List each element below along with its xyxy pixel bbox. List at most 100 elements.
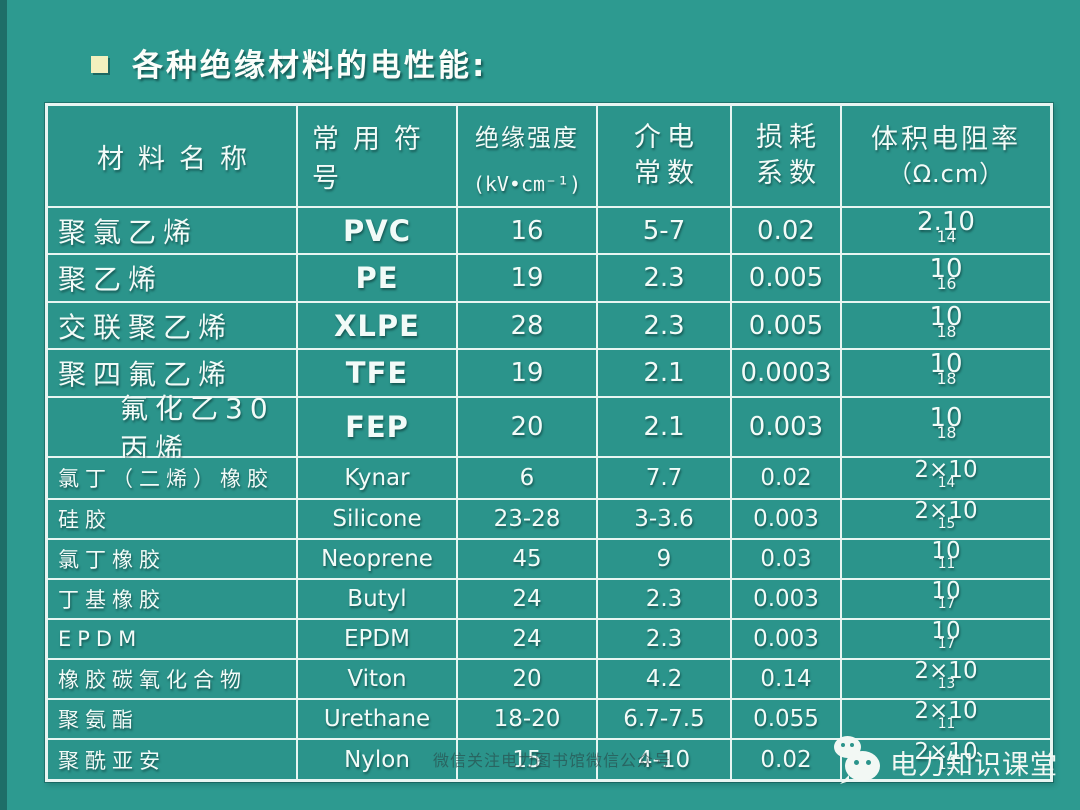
material-name-cell: 氯丁（二烯）橡胶 xyxy=(48,458,296,498)
strength-cell: 20 xyxy=(458,398,596,456)
material-name-cell: 交联聚乙烯 xyxy=(48,303,296,348)
loss-cell: 0.0003 xyxy=(732,350,840,396)
loss-cell: 0.003 xyxy=(732,500,840,538)
bullet-square-icon xyxy=(91,56,108,73)
page-title: 各种绝缘材料的电性能: xyxy=(132,48,488,84)
dielectric-cell: 2.1 xyxy=(598,398,730,456)
resistivity-cell: 10 11 xyxy=(842,538,1050,578)
header-material-name: 材料名称 xyxy=(48,106,296,206)
left-edge-stripe xyxy=(0,0,7,810)
symbol-cell: Nylon xyxy=(298,740,456,779)
symbol-cell: Viton xyxy=(298,660,456,698)
material-name-cell: 氯丁橡胶 xyxy=(48,540,296,578)
header-symbol: 常用符号 xyxy=(298,106,456,206)
material-name-cell: 氟化乙30丙烯 xyxy=(48,392,296,465)
material-name-cell: 聚四氟乙烯 xyxy=(48,350,296,396)
header-line2: （Ω.cm） xyxy=(887,160,1005,189)
watermark-brand-text: 电力知识课堂 xyxy=(890,750,1058,781)
symbol-cell: TFE xyxy=(298,350,456,396)
loss-cell: 0.003 xyxy=(732,580,840,618)
resistivity-cell: 2.10 14 xyxy=(842,207,1050,253)
material-name-cell: 聚氯乙烯 xyxy=(48,208,296,253)
wechat-bubble-large xyxy=(845,751,880,781)
material-name-cell: 聚乙烯 xyxy=(48,255,296,301)
header-dielectric-constant: 介电 常数 xyxy=(598,106,730,206)
watermark-brand: 电力知识课堂 xyxy=(834,735,1058,790)
loss-cell: 0.003 xyxy=(732,620,840,658)
loss-cell: 0.005 xyxy=(732,303,840,348)
header-line1: 体积电阻率 xyxy=(871,123,1021,155)
symbol-cell: Butyl xyxy=(298,580,456,618)
loss-cell: 0.02 xyxy=(732,458,840,498)
resistivity-cell: 10 16 xyxy=(842,254,1050,301)
loss-cell: 0.055 xyxy=(732,700,840,738)
strength-cell: 23-28 xyxy=(458,500,596,538)
loss-cell: 0.003 xyxy=(732,398,840,456)
dielectric-cell: 2.3 xyxy=(598,255,730,301)
header-line2: 常数 xyxy=(634,158,700,189)
symbol-cell: Kynar xyxy=(298,458,456,498)
loss-cell: 0.005 xyxy=(732,255,840,301)
strength-cell: 20 xyxy=(458,660,596,698)
dielectric-cell: 9 xyxy=(598,540,730,578)
wechat-bubble-tail xyxy=(840,775,849,784)
strength-cell: 45 xyxy=(458,540,596,578)
material-name-cell: 聚氨酯 xyxy=(48,700,296,738)
dielectric-cell: 5-7 xyxy=(598,208,730,253)
symbol-cell: FEP xyxy=(298,398,456,456)
loss-cell: 0.14 xyxy=(732,660,840,698)
strength-cell: 28 xyxy=(458,303,596,348)
header-line1: 常用符号 xyxy=(312,124,435,194)
header-line1: 介电 xyxy=(634,121,700,153)
strength-cell: 19 xyxy=(458,350,596,396)
symbol-cell: Silicone xyxy=(298,500,456,538)
symbol-cell: Urethane xyxy=(298,700,456,738)
header-line1: 绝缘强度 xyxy=(475,124,579,152)
loss-cell: 0.02 xyxy=(732,740,840,779)
symbol-cell: Neoprene xyxy=(298,540,456,578)
material-name-cell: 聚酰亚安 xyxy=(48,740,296,779)
watermark-center-text: 微信关注电力图书馆微信公众号 xyxy=(433,751,672,770)
material-name-cell: 橡胶碳氧化合物 xyxy=(48,660,296,698)
material-name-cell: 丁基橡胶 xyxy=(48,580,296,618)
strength-cell: 16 xyxy=(458,208,596,253)
resistivity-cell: 2×10 13 xyxy=(842,658,1050,698)
dielectric-cell: 6.7-7.5 xyxy=(598,700,730,738)
dielectric-cell: 2.3 xyxy=(598,620,730,658)
dielectric-cell: 2.3 xyxy=(598,303,730,348)
strength-cell: 6 xyxy=(458,458,596,498)
symbol-cell: PE xyxy=(298,255,456,301)
dielectric-cell: 2.1 xyxy=(598,350,730,396)
slide-title-row: 各种绝缘材料的电性能: xyxy=(91,40,487,85)
resistivity-cell: 10 18 xyxy=(842,398,1050,456)
dielectric-cell: 4.2 xyxy=(598,660,730,698)
strength-cell: 24 xyxy=(458,580,596,618)
strength-cell: 15 xyxy=(458,740,596,779)
symbol-cell: EPDM xyxy=(298,620,456,658)
header-line1: 材料名称 xyxy=(97,143,261,175)
header-insulation-strength: 绝缘强度 (kV•cm⁻¹) xyxy=(458,106,596,206)
resistivity-cell: 10 17 xyxy=(842,578,1050,618)
resistivity-cell: 2×10 14 xyxy=(842,457,1050,498)
strength-cell: 19 xyxy=(458,255,596,301)
dielectric-cell: 2.3 xyxy=(598,580,730,618)
header-line2: 系数 xyxy=(756,158,822,189)
symbol-cell: PVC xyxy=(298,208,456,253)
resistivity-cell: 2×10 11 xyxy=(842,698,1050,738)
resistivity-cell: 10 17 xyxy=(842,618,1050,658)
wechat-icon xyxy=(834,735,884,790)
resistivity-cell: 10 18 xyxy=(842,349,1050,396)
strength-cell: 18-20 xyxy=(458,700,596,738)
material-name-cell: EPDM xyxy=(48,620,296,658)
header-line2: (kV•cm⁻¹) xyxy=(472,172,582,196)
resistivity-cell: 2×10 15 xyxy=(842,498,1050,538)
strength-cell: 24 xyxy=(458,620,596,658)
header-volume-resistivity: 体积电阻率 （Ω.cm） xyxy=(842,106,1050,206)
dielectric-cell: 7.7 xyxy=(598,458,730,498)
resistivity-cell: 10 18 xyxy=(842,302,1050,348)
header-line1: 损耗 xyxy=(756,121,822,153)
symbol-cell: XLPE xyxy=(298,303,456,348)
dielectric-cell: 3-3.6 xyxy=(598,500,730,538)
loss-cell: 0.03 xyxy=(732,540,840,578)
